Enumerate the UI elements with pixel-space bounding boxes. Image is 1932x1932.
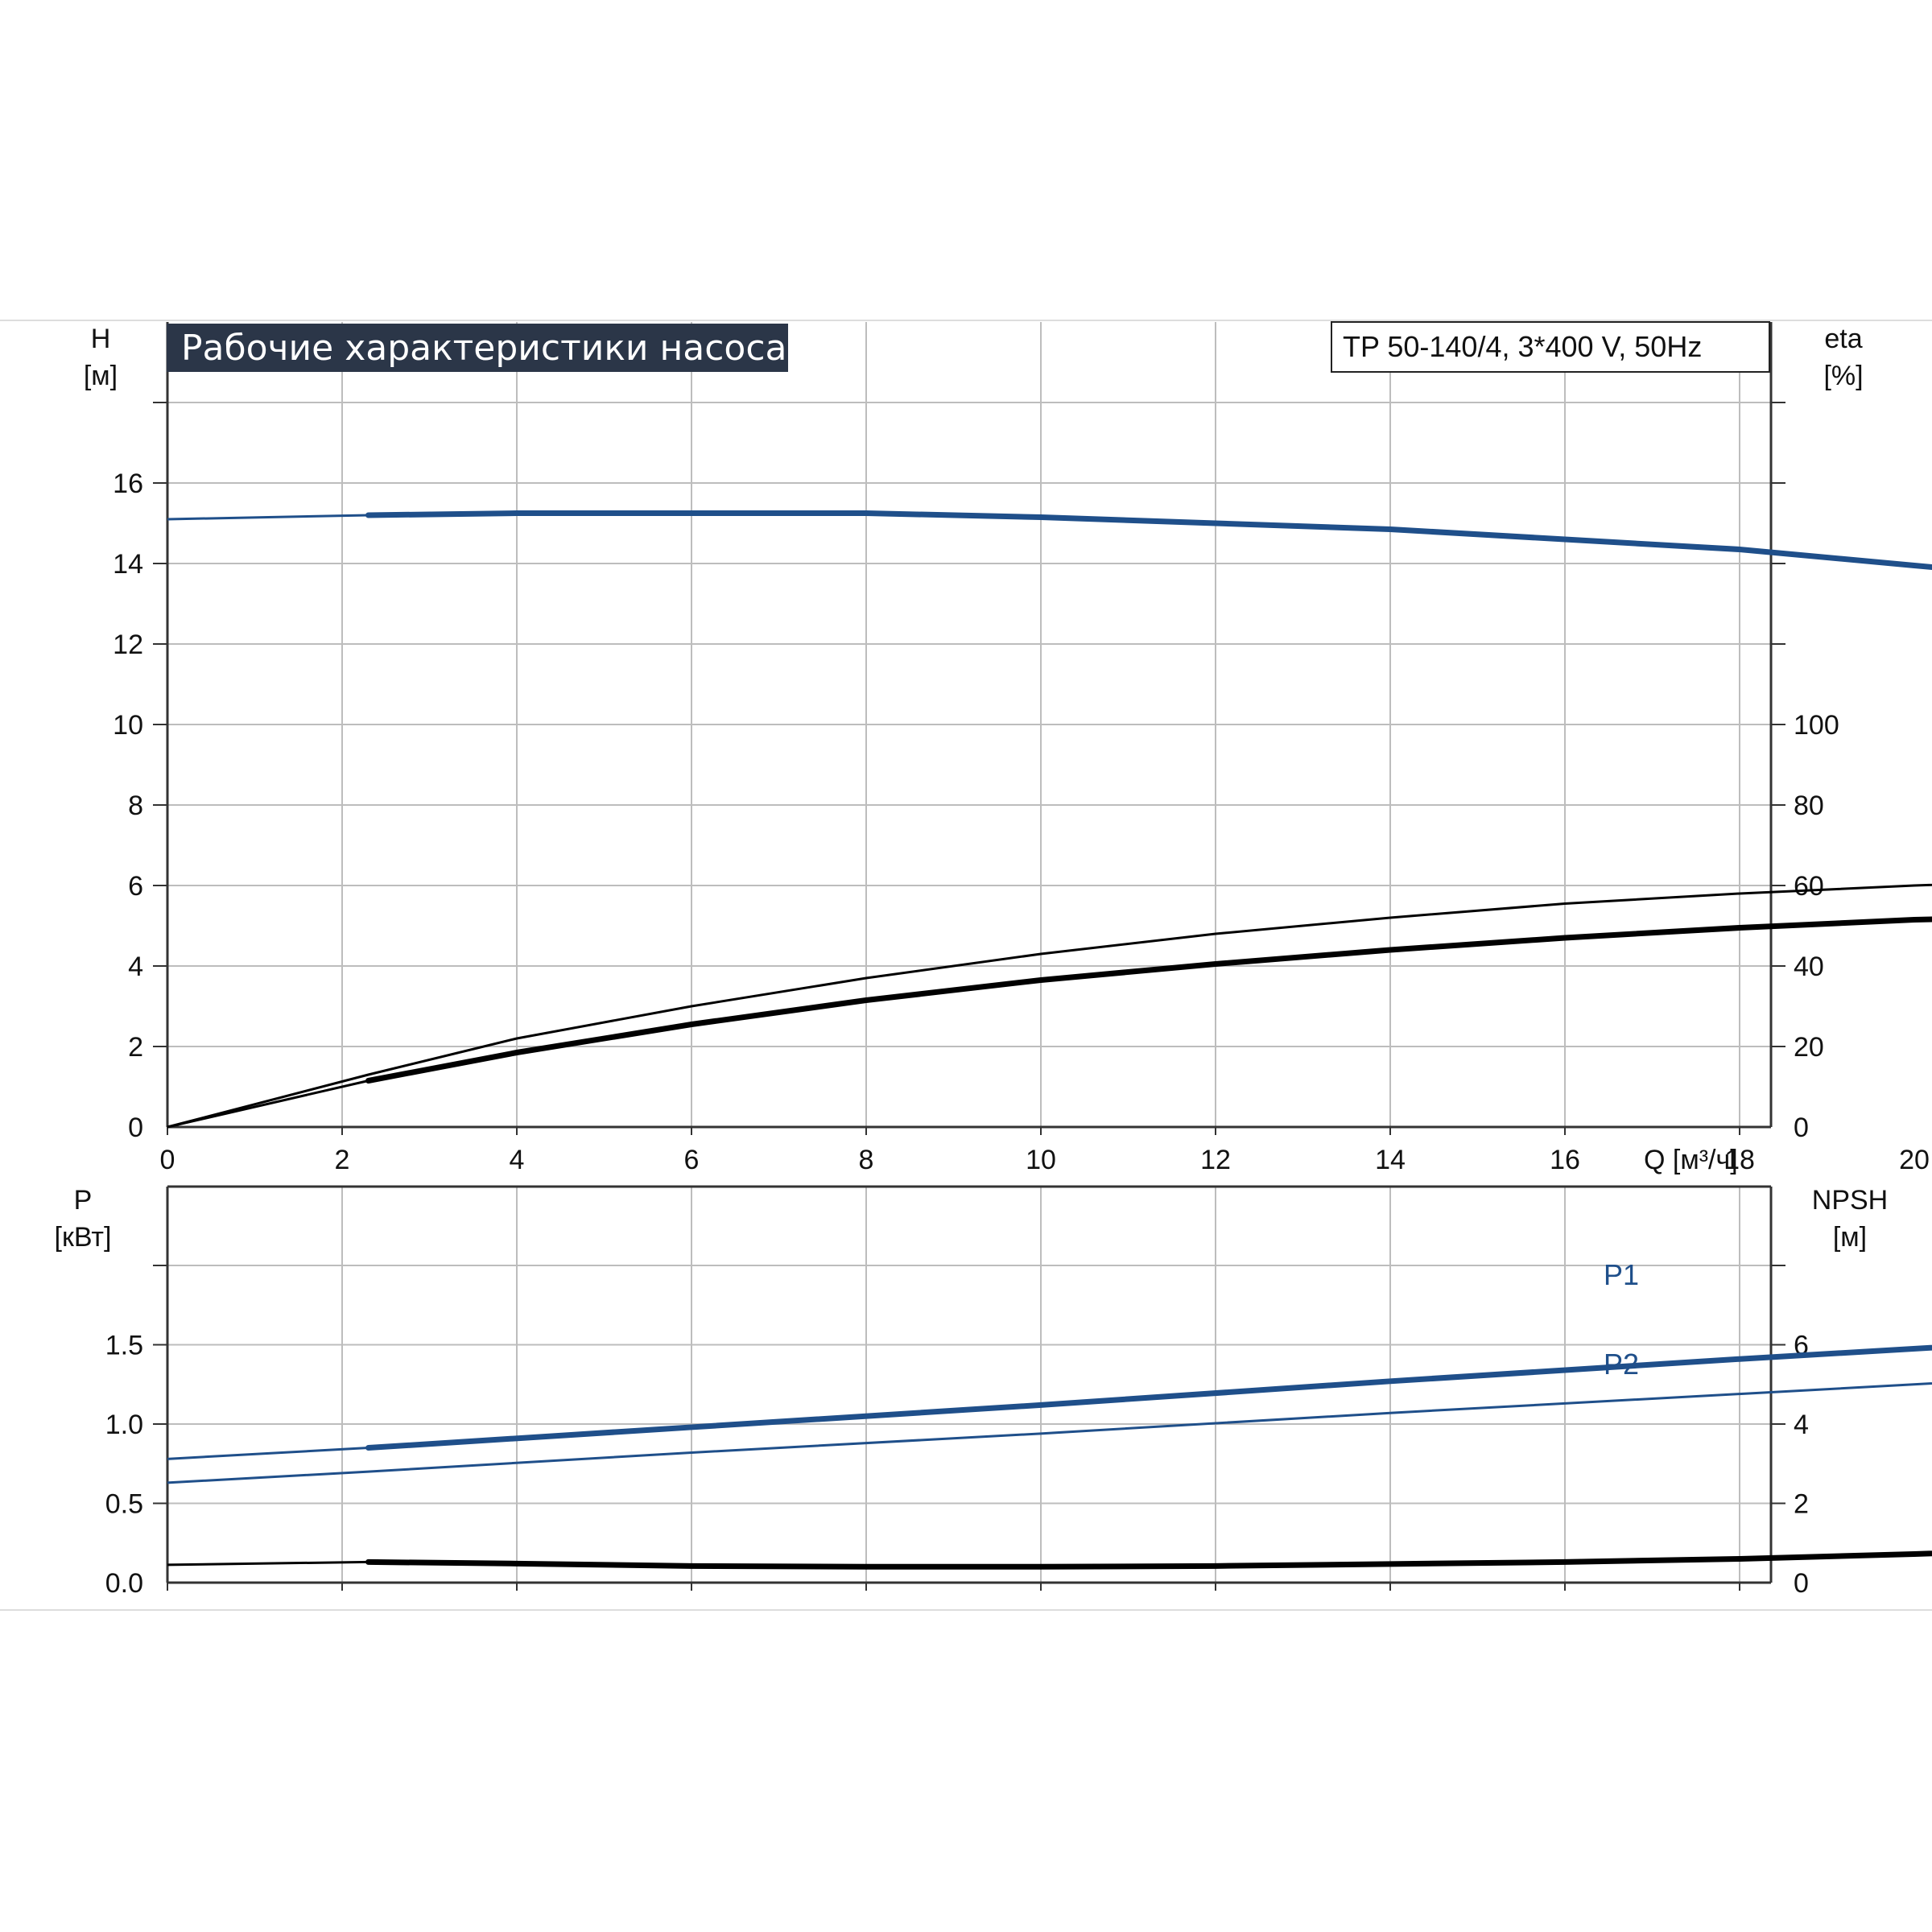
- bottom-right-axis-unit: [м]: [1833, 1222, 1867, 1253]
- series-line-NPSH-extrapolated: [167, 1560, 369, 1567]
- x-axis-label: Q [м³/ч]: [1644, 1145, 1738, 1175]
- x-tick-label: 16: [1550, 1145, 1580, 1175]
- series-line-NPSH: [365, 1550, 1932, 1570]
- series-line-eta_thick-extrapolated: [167, 1080, 369, 1129]
- top-left-axis-unit: [м]: [84, 361, 118, 391]
- top-plot-series: [167, 510, 1932, 1129]
- x-tick-label: 12: [1200, 1145, 1231, 1175]
- x-tick-label: 20: [1899, 1145, 1930, 1175]
- x-tick-label: 0: [160, 1145, 175, 1175]
- y-tick-label-left: 0: [128, 1113, 143, 1143]
- y-tick-label-right: 0: [1794, 1113, 1809, 1143]
- x-tick-label: 4: [510, 1145, 525, 1175]
- y-tick-label-left: 12: [113, 630, 143, 660]
- series-line-P2-extrapolated: [167, 1382, 1932, 1484]
- model-label: TP 50-140/4, 3*400 V, 50Hz: [1343, 330, 1702, 363]
- y-tick-label-right: 4: [1794, 1410, 1809, 1440]
- y-tick-label-right: 40: [1794, 952, 1824, 982]
- bottom-right-axis-label: NPSH: [1812, 1185, 1888, 1216]
- top-plot-grid: [167, 322, 1771, 1127]
- y-tick-label-left: 14: [113, 549, 143, 580]
- series-line-H-extrapolated: [167, 514, 369, 521]
- y-tick-label-right: 100: [1794, 710, 1839, 741]
- series-line-P1-extrapolated: [167, 1447, 369, 1460]
- x-tick-label: 10: [1026, 1145, 1056, 1175]
- y-tick-label-left: 0.5: [105, 1489, 143, 1520]
- y-tick-label-left: 4: [128, 952, 143, 982]
- y-tick-label-right: 2: [1794, 1489, 1809, 1520]
- y-tick-label-left: 16: [113, 469, 143, 499]
- chart-title: Рабочие характеристики насоса: [181, 328, 786, 369]
- series-line-eta_thin-extrapolated: [167, 883, 1932, 1129]
- series-label-p2: P2: [1604, 1348, 1639, 1381]
- series-line-P1: [365, 1344, 1932, 1451]
- top-left-axis-label: H: [91, 324, 111, 354]
- bottom-left-axis-label: P: [74, 1185, 93, 1216]
- bottom-plot-series: [167, 1344, 1932, 1570]
- x-tick-label: 6: [684, 1145, 700, 1175]
- series-label-p1: P1: [1604, 1258, 1639, 1291]
- x-tick-label: 8: [859, 1145, 874, 1175]
- y-tick-label-left: 0.0: [105, 1568, 143, 1599]
- y-tick-label-right: 0: [1794, 1568, 1809, 1599]
- y-tick-label-left: 2: [128, 1032, 143, 1063]
- y-tick-label-left: 1.5: [105, 1331, 143, 1361]
- x-tick-label: 2: [335, 1145, 350, 1175]
- y-tick-label-left: 6: [128, 871, 143, 902]
- y-tick-label-left: 1.0: [105, 1410, 143, 1440]
- y-tick-label-right: 20: [1794, 1032, 1824, 1063]
- x-tick-label: 18: [1724, 1145, 1755, 1175]
- y-tick-label-left: 8: [128, 791, 143, 821]
- x-tick-label: 14: [1375, 1145, 1406, 1175]
- bottom-left-axis-unit: [кВт]: [55, 1222, 112, 1253]
- y-tick-label-right: 80: [1794, 791, 1824, 821]
- top-right-axis-unit: [%]: [1823, 361, 1863, 391]
- model-box: [1331, 321, 1770, 373]
- series-line-eta_thick: [365, 916, 1932, 1084]
- y-tick-label-left: 10: [113, 710, 143, 741]
- chart-title-box: [167, 324, 788, 372]
- top-plot-axes: 0 2 4 6 8 10 12 14 16 0 20 40 60 80 100 0 2 4 6 8 10 12 14 16 18…: [113, 322, 1930, 1175]
- top-right-axis-label: eta: [1824, 324, 1862, 354]
- series-line-H: [365, 510, 1932, 571]
- bottom-plot-grid: [167, 1187, 1771, 1583]
- y-tick-label-right: 60: [1794, 871, 1824, 902]
